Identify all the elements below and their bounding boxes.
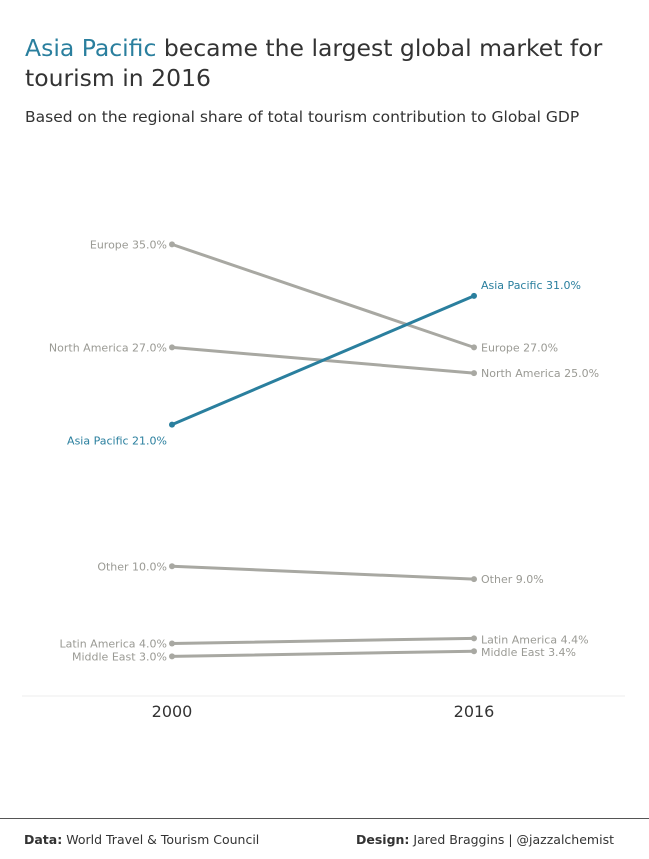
data-label-middle-east-2016: Middle East 3.4% [481,646,576,659]
slope-chart: 2000 2016 Europe 35.0% Europe 27.0% North Am… [22,238,625,721]
x-tick-label-2016: 2016 [454,702,495,721]
chart-title: Asia Pacific became the largest global m… [25,33,635,93]
series-line-asia-pacific [170,294,476,427]
data-label-north-america-2000: North America 27.0% [49,341,167,354]
design-credit-text: Jared Braggins | @jazzalchemist [413,832,614,847]
data-label-latin-america-2000: Latin America 4.0% [59,638,167,651]
data-source-label: Data: [24,832,63,847]
title-rest: became the largest global market for tou… [25,34,603,92]
point-other-2016 [471,576,477,583]
data-source-text: World Travel & Tourism Council [66,832,260,847]
point-other-2000 [169,563,175,570]
data-label-asia-pacific-2000: Asia Pacific 21.0% [67,435,167,448]
point-north-america-2016 [471,370,477,377]
x-tick-label-2000: 2000 [152,702,193,721]
footer-divider [0,818,649,819]
data-label-other-2016: Other 9.0% [481,573,544,586]
data-source-credit: Data: World Travel & Tourism Council [24,832,259,847]
series-line-europe [170,242,476,349]
data-label-north-america-2016: North America 25.0% [481,367,599,380]
data-label-europe-2000: Europe 35.0% [90,238,167,251]
data-label-other-2000: Other 10.0% [97,560,167,573]
data-label-europe-2016: Europe 27.0% [481,341,558,354]
chart-subtitle: Based on the regional share of total tou… [25,108,580,126]
data-label-asia-pacific-2016: Asia Pacific 31.0% [481,279,581,292]
design-label: Design: [356,832,410,847]
point-middle-east-2000 [169,653,175,660]
series-line-latin-america [170,636,476,645]
point-latin-america-2016 [471,635,477,642]
data-label-latin-america-2016: Latin America 4.4% [481,633,589,646]
point-latin-america-2000 [169,640,175,647]
point-middle-east-2016 [471,648,477,655]
point-europe-2000 [169,241,175,248]
point-europe-2016 [471,344,477,351]
point-asia-pacific-2000 [169,421,175,428]
series-line-other [170,564,476,581]
point-asia-pacific-2016 [471,292,477,299]
series-line-middle-east [170,649,476,658]
design-credit: Design: Jared Braggins | @jazzalchemist [356,832,614,847]
data-label-middle-east-2000: Middle East 3.0% [72,650,167,663]
title-highlight: Asia Pacific [25,34,157,62]
point-north-america-2000 [169,344,175,351]
